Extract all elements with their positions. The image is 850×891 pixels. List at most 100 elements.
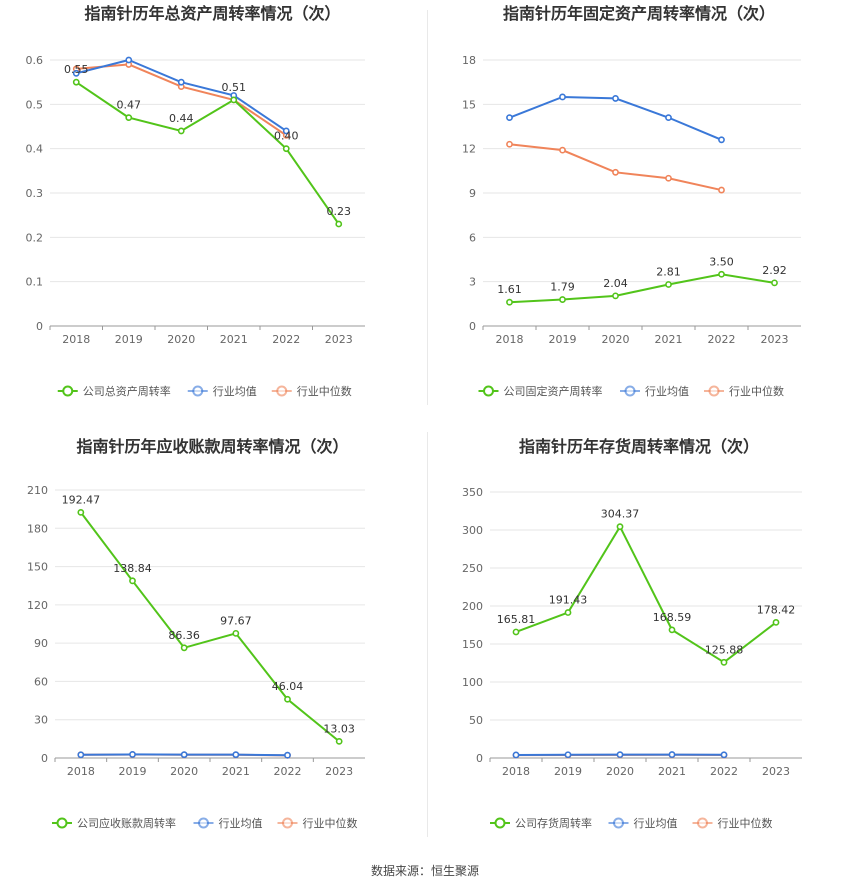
data-label: 46.04: [272, 680, 304, 693]
data-point-avg: [612, 95, 619, 102]
data-label: 13.03: [323, 722, 355, 735]
data-point-company: [720, 658, 728, 666]
panel-divider: [427, 10, 428, 405]
data-point-avg: [129, 751, 136, 758]
chart-title: 指南针历年应收账款周转率情况（次）: [76, 437, 348, 456]
x-tick-label: 2020: [167, 333, 195, 346]
y-tick-label: 0.1: [26, 276, 44, 289]
data-label: 97.67: [220, 614, 252, 627]
data-point-avg: [284, 751, 291, 759]
y-tick-label: 0.3: [26, 187, 44, 200]
y-tick-label: 250: [462, 562, 483, 575]
legend-marker-median: [697, 817, 708, 829]
y-tick-label: 150: [462, 638, 483, 651]
chart-svg: 指南针历年应收账款周转率情况（次） 0 30 60 90 120 150 180 210 2018…: [27, 437, 365, 830]
data-source-note: 数据来源：恒生聚源: [370, 864, 479, 878]
legend-label: 行业均值: [634, 817, 678, 830]
legend-label: 行业中位数: [303, 816, 358, 830]
data-point-median: [612, 168, 619, 176]
legend-label: 行业均值: [219, 817, 263, 830]
x-tick-label: 2022: [708, 333, 736, 346]
data-point-avg: [125, 56, 133, 64]
data-label: 2.92: [762, 264, 787, 277]
x-tick-label: 2022: [272, 333, 300, 346]
legend-marker-median: [276, 385, 288, 397]
legend-marker-avg: [192, 385, 204, 397]
data-point-median: [559, 146, 566, 154]
data-point-company: [335, 220, 343, 228]
y-tick-label: 0.5: [26, 98, 44, 111]
legend-label: 公司总资产周转率: [83, 384, 171, 398]
y-tick-label: 50: [469, 714, 483, 727]
data-label: 0.44: [169, 112, 194, 125]
data-point-company: [282, 145, 290, 153]
x-tick-label: 2018: [496, 333, 524, 346]
y-tick-label: 100: [462, 676, 483, 689]
series-line-avg: [509, 95, 722, 141]
y-tick-label: 60: [34, 675, 48, 688]
chart-panel-fixed-asset-turnover: 指南针历年固定资产周转率情况（次） 0 3 6 9 12 15 18 2018 2019 2020 2…: [428, 0, 850, 430]
y-tick-label: 0.4: [26, 143, 44, 156]
series-line-company: [515, 524, 777, 664]
data-point-avg: [720, 751, 728, 759]
data-point-company: [771, 279, 778, 287]
chart-panel-receivables-turnover: 指南针历年应收账款周转率情况（次） 0 30 60 90 120 150 180 210 2018…: [0, 430, 425, 860]
y-tick-label: 210: [27, 484, 48, 497]
panel-divider: [427, 432, 428, 837]
y-tick-label: 0: [469, 320, 476, 333]
y-tick-label: 0: [36, 320, 43, 333]
data-point-avg: [72, 69, 80, 77]
legend-label: 行业均值: [645, 385, 689, 398]
data-point-avg: [506, 114, 513, 122]
x-tick-label: 2020: [606, 765, 634, 778]
legend-label: 公司固定资产周转率: [504, 384, 603, 398]
series-line-company: [75, 81, 340, 225]
x-tick-label: 2020: [170, 765, 198, 778]
legend-marker-avg: [198, 817, 209, 829]
data-label: 2.81: [656, 265, 681, 278]
y-tick-label: 9: [469, 187, 476, 200]
x-tick-label: 2018: [502, 765, 530, 778]
data-label: 0.55: [64, 63, 89, 76]
x-tick-label: 2022: [274, 765, 302, 778]
data-point-avg: [564, 751, 572, 759]
data-point-avg: [512, 751, 520, 759]
series-line-company: [509, 273, 775, 304]
data-point-avg: [180, 751, 188, 759]
y-tick-label: 0: [41, 752, 48, 765]
data-label: 191.43: [549, 594, 588, 607]
data-point-company: [668, 626, 676, 634]
data-label: 0.47: [117, 99, 142, 112]
chart-svg: 指南针历年固定资产周转率情况（次） 0 3 6 9 12 15 18 2018 2019 2020 2…: [462, 4, 801, 398]
y-tick-label: 300: [462, 524, 483, 537]
legend-marker-company: [483, 385, 494, 397]
y-tick-label: 180: [27, 522, 48, 535]
legend-marker-median: [708, 385, 720, 397]
y-tick-label: 120: [27, 599, 48, 612]
legend-marker-company: [62, 385, 74, 397]
legend-marker-company: [56, 817, 68, 829]
x-tick-label: 2021: [655, 333, 683, 346]
chart-title: 指南针历年总资产周转率情况（次）: [84, 4, 340, 23]
chart-panel-inventory-turnover: 指南针历年存货周转率情况（次） 0 50 100 150 200 250 300 350 2018…: [428, 430, 850, 860]
legend-marker-company: [494, 817, 506, 829]
data-point-median: [718, 186, 725, 194]
series-line-median: [509, 143, 722, 192]
data-label: 2.04: [603, 277, 628, 290]
data-point-median: [506, 140, 513, 148]
data-label: 165.81: [497, 613, 536, 626]
x-tick-label: 2021: [220, 333, 248, 346]
x-tick-label: 2019: [119, 765, 147, 778]
data-point-company: [612, 292, 619, 300]
data-point-company: [718, 270, 725, 278]
x-tick-label: 2019: [549, 333, 577, 346]
data-label: 192.47: [62, 493, 101, 506]
y-tick-label: 6: [469, 231, 476, 244]
data-point-company: [125, 114, 133, 122]
x-tick-label: 2022: [710, 765, 738, 778]
y-tick-label: 0: [476, 752, 483, 765]
data-point-avg: [668, 751, 676, 758]
x-tick-label: 2023: [762, 765, 790, 778]
data-point-avg: [559, 93, 566, 101]
x-tick-label: 2023: [325, 333, 353, 346]
